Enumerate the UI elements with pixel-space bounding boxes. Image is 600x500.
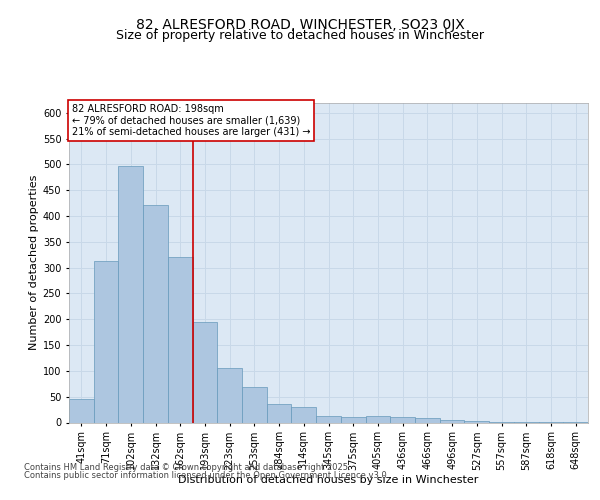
- Bar: [267, 404, 292, 422]
- Bar: [118, 166, 143, 422]
- Text: 82, ALRESFORD ROAD, WINCHESTER, SO23 0JX: 82, ALRESFORD ROAD, WINCHESTER, SO23 0JX: [136, 18, 464, 32]
- Text: Contains HM Land Registry data © Crown copyright and database right 2025.: Contains HM Land Registry data © Crown c…: [24, 462, 350, 471]
- Bar: [292, 406, 316, 422]
- Bar: [440, 420, 464, 422]
- Bar: [242, 388, 267, 422]
- Bar: [193, 322, 217, 422]
- Bar: [316, 416, 341, 422]
- Text: Size of property relative to detached houses in Winchester: Size of property relative to detached ho…: [116, 28, 484, 42]
- Bar: [415, 418, 440, 422]
- Bar: [365, 416, 390, 422]
- Y-axis label: Number of detached properties: Number of detached properties: [29, 175, 38, 350]
- Bar: [390, 417, 415, 422]
- Bar: [341, 418, 365, 422]
- Bar: [69, 400, 94, 422]
- X-axis label: Distribution of detached houses by size in Winchester: Distribution of detached houses by size …: [178, 475, 479, 485]
- Text: Contains public sector information licensed under the Open Government Licence v3: Contains public sector information licen…: [24, 471, 389, 480]
- Bar: [143, 204, 168, 422]
- Bar: [217, 368, 242, 422]
- Bar: [94, 261, 118, 422]
- Text: 82 ALRESFORD ROAD: 198sqm
← 79% of detached houses are smaller (1,639)
21% of se: 82 ALRESFORD ROAD: 198sqm ← 79% of detac…: [71, 104, 310, 138]
- Bar: [168, 258, 193, 422]
